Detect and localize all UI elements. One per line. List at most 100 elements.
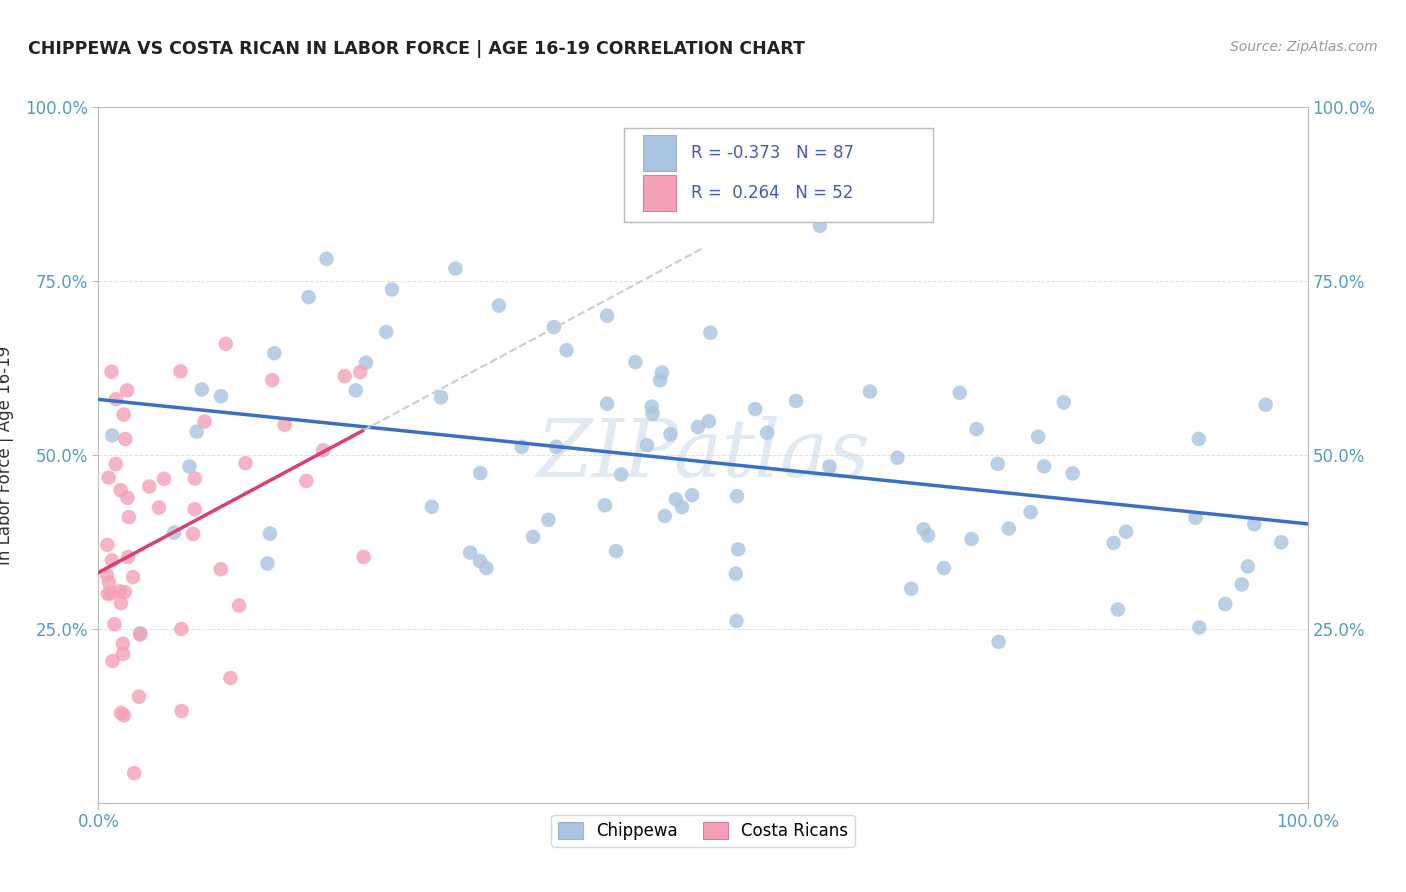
Point (1115, 524, 1137, 539)
Point (111, 637, 134, 651)
Point (97, 587, 120, 601)
Point (110, 483, 132, 498)
Point (596, 309, 619, 323)
Bar (643, 135, 676, 171)
Point (118, 510, 141, 524)
Point (1107, 602, 1129, 616)
Point (98, 575, 121, 590)
Point (1102, 536, 1125, 550)
Point (110, 706, 132, 720)
Point (122, 570, 145, 584)
Point (375, 325, 398, 339)
Point (1237, 559, 1260, 574)
Point (949, 385, 972, 400)
Point (1053, 395, 1076, 409)
Point (1184, 510, 1206, 524)
Point (101, 428, 124, 442)
Point (681, 488, 703, 502)
Point (349, 365, 371, 379)
Point (215, 336, 238, 351)
Point (785, 393, 807, 408)
Point (610, 467, 633, 482)
Point (110, 596, 132, 610)
Text: R =  0.264   N = 52: R = 0.264 N = 52 (690, 185, 853, 202)
Point (665, 492, 688, 507)
Point (298, 290, 321, 304)
Point (1019, 505, 1042, 519)
Point (114, 432, 136, 446)
Point (859, 384, 882, 399)
Point (725, 614, 748, 628)
Point (112, 708, 135, 723)
Point (648, 373, 671, 387)
Point (381, 282, 404, 296)
Point (315, 252, 337, 266)
Point (1213, 597, 1236, 611)
Point (219, 671, 242, 685)
Point (444, 261, 467, 276)
Point (1270, 535, 1292, 549)
Point (458, 546, 481, 560)
Point (727, 542, 749, 557)
Point (420, 500, 443, 514)
Point (179, 459, 201, 474)
Point (543, 320, 565, 334)
Point (354, 356, 377, 370)
Legend: Chippewa, Costa Ricans: Chippewa, Costa Ricans (551, 815, 855, 847)
Point (170, 622, 193, 636)
Point (1026, 430, 1049, 444)
Point (235, 456, 257, 470)
Point (605, 544, 627, 558)
Point (228, 599, 250, 613)
Point (103, 617, 125, 632)
Point (987, 635, 1010, 649)
Point (273, 417, 295, 432)
Point (636, 438, 658, 452)
Point (555, 343, 578, 358)
Point (153, 472, 176, 486)
Point (148, 500, 170, 515)
Point (1188, 432, 1211, 446)
Point (256, 557, 278, 571)
Point (475, 561, 498, 575)
Bar (643, 175, 676, 211)
Point (686, 420, 709, 434)
Point (966, 422, 988, 436)
Point (129, 627, 152, 641)
Point (169, 364, 191, 378)
Point (112, 647, 135, 661)
Point (128, 690, 150, 704)
Point (1033, 459, 1056, 474)
Point (593, 498, 616, 512)
Point (97, 470, 120, 484)
Point (100, 365, 122, 379)
Point (129, 626, 152, 640)
Point (1254, 398, 1277, 412)
Point (522, 530, 544, 544)
Text: R = -0.373   N = 87: R = -0.373 N = 87 (690, 144, 853, 162)
Point (1188, 620, 1211, 634)
Point (987, 457, 1010, 471)
FancyBboxPatch shape (624, 128, 932, 222)
Text: Source: ZipAtlas.com: Source: ZipAtlas.com (1230, 40, 1378, 54)
Point (117, 491, 139, 505)
Y-axis label: In Labor Force | Age 16-19: In Labor Force | Age 16-19 (0, 345, 14, 565)
Point (115, 384, 138, 398)
Point (430, 390, 453, 404)
Point (122, 766, 145, 780)
Point (262, 373, 284, 387)
Point (641, 400, 664, 414)
Point (818, 459, 841, 474)
Point (263, 346, 285, 360)
Point (104, 457, 127, 471)
Point (344, 384, 367, 398)
Point (184, 502, 207, 516)
Point (1230, 577, 1253, 591)
Point (997, 522, 1019, 536)
Point (932, 561, 955, 575)
Point (537, 513, 560, 527)
Point (101, 553, 124, 567)
Point (117, 550, 139, 565)
Point (333, 369, 356, 384)
Point (108, 584, 131, 599)
